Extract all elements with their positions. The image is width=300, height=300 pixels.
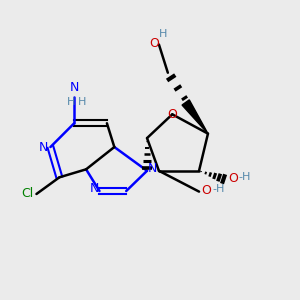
Text: H: H: [67, 98, 75, 107]
Text: H: H: [159, 29, 168, 39]
Polygon shape: [182, 100, 208, 134]
Text: N: N: [39, 140, 49, 154]
Text: H: H: [77, 98, 86, 107]
Text: O: O: [149, 37, 159, 50]
Text: O: O: [202, 184, 212, 196]
Text: N: N: [70, 81, 79, 94]
Text: N: N: [89, 182, 99, 195]
Text: Cl: Cl: [21, 188, 34, 200]
Text: -H: -H: [239, 172, 251, 182]
Text: O: O: [228, 172, 238, 185]
Text: N: N: [148, 162, 157, 175]
Text: O: O: [167, 108, 177, 121]
Text: -H: -H: [212, 184, 224, 194]
